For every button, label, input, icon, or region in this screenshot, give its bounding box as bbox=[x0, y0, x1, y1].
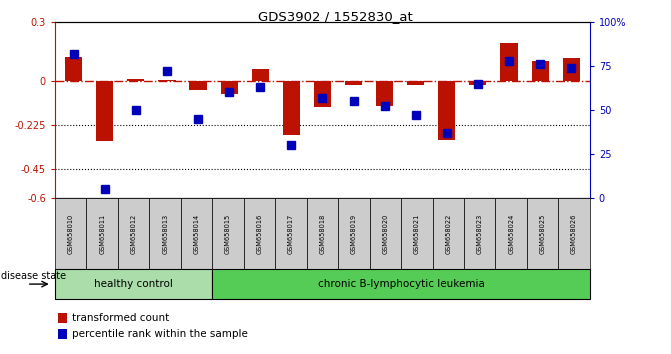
Text: GSM658019: GSM658019 bbox=[351, 213, 357, 253]
Text: GSM658011: GSM658011 bbox=[99, 213, 105, 253]
Bar bbox=[127, 79, 144, 81]
Text: GSM658018: GSM658018 bbox=[319, 213, 325, 253]
Text: GSM658022: GSM658022 bbox=[446, 213, 452, 254]
Bar bbox=[562, 58, 580, 81]
Text: GSM658021: GSM658021 bbox=[414, 213, 420, 253]
Text: GSM658014: GSM658014 bbox=[193, 213, 199, 253]
Bar bbox=[376, 81, 393, 106]
Text: percentile rank within the sample: percentile rank within the sample bbox=[72, 329, 248, 339]
Text: GSM658025: GSM658025 bbox=[539, 213, 546, 254]
Text: healthy control: healthy control bbox=[94, 279, 173, 289]
Text: GSM658012: GSM658012 bbox=[131, 213, 137, 253]
Text: transformed count: transformed count bbox=[72, 313, 170, 323]
Bar bbox=[531, 61, 549, 81]
Bar bbox=[501, 44, 517, 81]
Bar bbox=[96, 81, 113, 141]
Text: GSM658023: GSM658023 bbox=[476, 213, 482, 253]
Text: GSM658017: GSM658017 bbox=[288, 213, 294, 253]
Bar bbox=[469, 81, 486, 85]
Text: chronic B-lymphocytic leukemia: chronic B-lymphocytic leukemia bbox=[317, 279, 484, 289]
Bar bbox=[438, 81, 456, 140]
Bar bbox=[407, 81, 424, 85]
Text: disease state: disease state bbox=[1, 270, 66, 280]
Bar bbox=[314, 81, 331, 107]
Text: GSM658020: GSM658020 bbox=[382, 213, 389, 254]
Bar bbox=[65, 57, 83, 81]
Bar bbox=[282, 81, 300, 135]
Bar bbox=[252, 69, 269, 81]
Bar bbox=[345, 81, 362, 85]
Text: GSM658010: GSM658010 bbox=[68, 213, 74, 253]
Text: GSM658026: GSM658026 bbox=[571, 213, 577, 254]
Text: GSM658013: GSM658013 bbox=[162, 213, 168, 253]
Text: GDS3902 / 1552830_at: GDS3902 / 1552830_at bbox=[258, 10, 413, 23]
Text: GSM658024: GSM658024 bbox=[508, 213, 514, 254]
Bar bbox=[189, 81, 207, 90]
Bar bbox=[158, 80, 176, 81]
Text: GSM658016: GSM658016 bbox=[256, 213, 262, 253]
Bar bbox=[221, 81, 238, 94]
Text: GSM658015: GSM658015 bbox=[225, 213, 231, 253]
